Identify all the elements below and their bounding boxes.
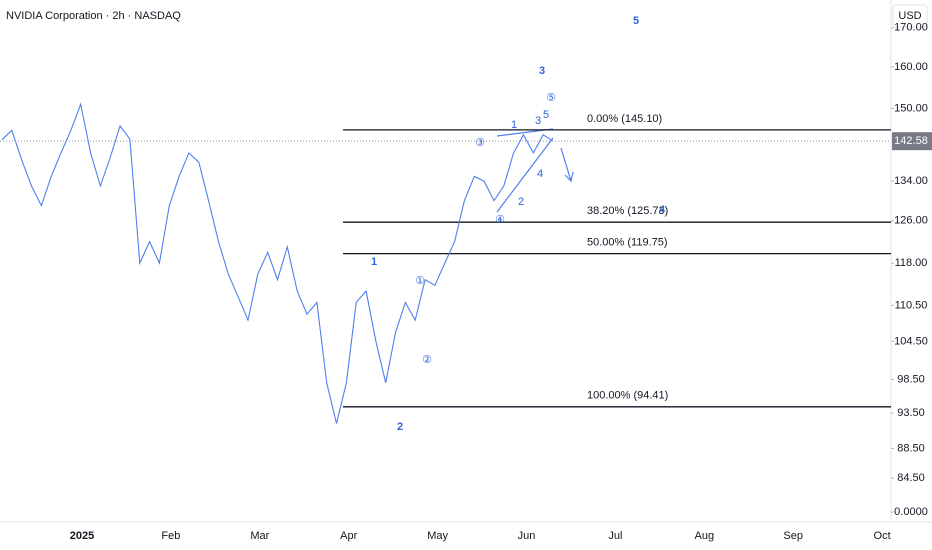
sub-wave-label: 2 (518, 196, 524, 208)
wave-label: 2 (397, 421, 403, 433)
y-tick-label: 118.00 (895, 257, 928, 269)
wedge-lower-line (496, 137, 554, 213)
sub-wave-label: 4 (537, 168, 543, 180)
wave-label: 5 (633, 15, 639, 27)
x-tick-label: Jul (608, 530, 622, 542)
fib-level-label: 100.00% (94.41) (587, 390, 668, 402)
currency-label: USD (898, 10, 921, 22)
x-tick-label: 2025 (70, 530, 94, 542)
x-tick-label: Jun (518, 530, 536, 542)
chart-title: NVIDIA Corporation · 2h · NASDAQ (6, 10, 181, 22)
wave-label: 3 (539, 65, 545, 77)
fib-level-label: 50.00% (119.75) (587, 237, 668, 249)
x-tick-label: Aug (695, 530, 715, 542)
y-tick-label: 84.50 (897, 472, 925, 484)
x-tick-label: Apr (340, 530, 357, 542)
x-tick-label: Feb (161, 530, 180, 542)
minor-wave-label: ① (415, 275, 425, 287)
y-tick-label: 134.00 (894, 175, 928, 187)
x-tick-label: May (427, 530, 448, 542)
sub-wave-label: 5 (543, 109, 549, 121)
minor-wave-label: ③ (475, 137, 485, 149)
y-tick-label: 98.50 (897, 373, 925, 385)
y-tick-label: 104.50 (894, 335, 928, 347)
minor-wave-label: ④ (495, 214, 505, 226)
y-tick-label: 126.00 (894, 215, 928, 227)
y-tick-label: 160.00 (894, 61, 928, 73)
x-tick-label: Mar (250, 530, 269, 542)
fib-level-label: 38.20% (125.73) (587, 205, 668, 217)
y-tick-label: 0.0000 (894, 506, 928, 518)
last-price-label: 142.58 (894, 135, 928, 147)
wave-label: 4 (659, 204, 666, 216)
minor-wave-label: ② (422, 354, 432, 366)
y-tick-label: 150.00 (894, 102, 928, 114)
x-tick-label: Sep (783, 530, 803, 542)
x-tick-label: Oct (874, 530, 891, 542)
currency-button[interactable] (892, 4, 928, 28)
fib-level-label: 0.00% (145.10) (587, 113, 662, 125)
y-tick-label: 93.50 (897, 407, 925, 419)
wave-label: 1 (371, 256, 377, 268)
last-price-box (892, 132, 932, 151)
arrow (560, 147, 574, 183)
sub-wave-label: 1 (511, 119, 517, 131)
sub-wave-label: 3 (535, 115, 541, 127)
y-tick-label: 110.50 (895, 299, 928, 311)
y-tick-label: 88.50 (897, 442, 925, 454)
minor-wave-label: ⑤ (546, 92, 556, 104)
y-tick-label: 170.00 (894, 22, 928, 34)
price-line (1, 102, 554, 424)
